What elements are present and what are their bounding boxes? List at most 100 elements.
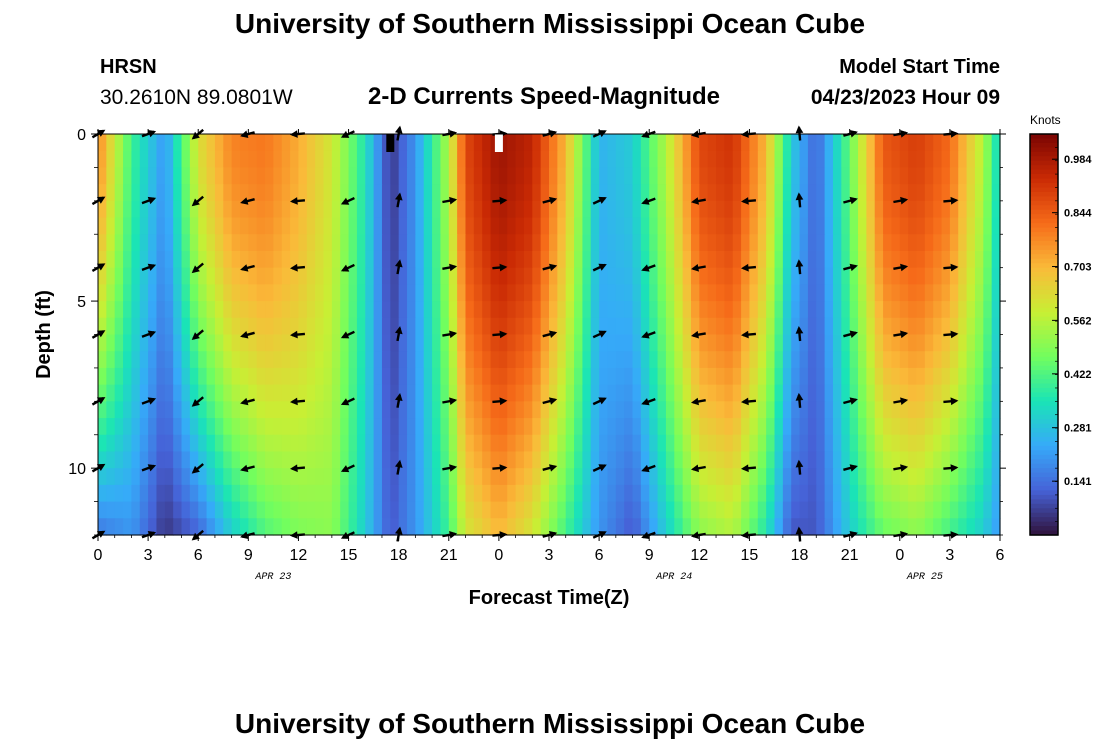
heatmap-cell <box>498 217 508 235</box>
heatmap-cell <box>757 134 767 152</box>
heatmap-cell <box>757 200 767 219</box>
heatmap-cell <box>432 384 442 402</box>
heatmap-cell <box>189 234 199 252</box>
heatmap-cell <box>782 484 792 503</box>
heatmap-cell <box>874 334 884 352</box>
heatmap-cell <box>599 134 609 152</box>
heatmap-cell <box>799 468 809 486</box>
heatmap-cell <box>724 367 734 386</box>
heatmap-cell <box>507 134 517 152</box>
heatmap-cell <box>883 484 893 503</box>
heatmap-cell <box>682 250 692 269</box>
heatmap-cell <box>824 468 834 486</box>
colorbar-band <box>1030 263 1058 269</box>
heatmap-cell <box>123 518 133 536</box>
heatmap-cell <box>640 234 650 252</box>
heatmap-cell <box>440 351 450 369</box>
heatmap-cell <box>741 334 751 352</box>
heatmap-cell <box>832 200 842 219</box>
heatmap-cell <box>423 384 433 402</box>
heatmap-cell <box>590 484 600 503</box>
heatmap-cell <box>373 434 383 453</box>
heatmap-cell <box>574 200 584 219</box>
heatmap-cell <box>791 267 801 285</box>
heatmap-cell <box>223 167 233 185</box>
heatmap-cell <box>690 284 700 302</box>
current-arrow <box>691 197 706 205</box>
heatmap-cell <box>607 250 617 269</box>
heatmap-cell <box>741 184 751 202</box>
heatmap-cell <box>874 301 884 319</box>
heatmap-cell <box>248 451 258 469</box>
heatmap-cell <box>448 134 458 152</box>
heatmap-cell <box>832 167 842 185</box>
heatmap-cell <box>899 217 909 235</box>
heatmap-cell <box>298 317 308 336</box>
heatmap-cell <box>841 401 851 419</box>
heatmap-cell <box>574 317 584 336</box>
heatmap-cell <box>139 484 149 503</box>
heatmap-cell <box>281 250 291 269</box>
heatmap-cell <box>749 384 759 402</box>
heatmap-cell <box>173 250 183 269</box>
heatmap-cell <box>966 234 976 252</box>
colorbar-band <box>1030 343 1058 349</box>
heatmap-cell <box>766 284 776 302</box>
heatmap-cell <box>974 518 984 536</box>
heatmap-cell <box>799 301 809 319</box>
heatmap-cell <box>306 184 316 202</box>
heatmap-cell <box>306 317 316 336</box>
heatmap-cell <box>407 250 416 269</box>
heatmap-cell <box>281 317 291 336</box>
heatmap-cell <box>883 200 893 219</box>
heatmap-cell <box>933 134 943 152</box>
heatmap-cell <box>657 434 667 453</box>
heatmap-cell <box>983 217 993 235</box>
heatmap-cell <box>716 184 725 202</box>
heatmap-cell <box>139 451 149 469</box>
heatmap-cell <box>432 367 442 386</box>
heatmap-cell <box>515 334 525 352</box>
heatmap-cell <box>281 418 291 436</box>
heatmap-cell <box>899 367 909 386</box>
heatmap-cell <box>198 250 208 269</box>
heatmap-cell <box>841 250 851 269</box>
heatmap-cell <box>148 284 158 302</box>
heatmap-cell <box>874 217 884 235</box>
heatmap-cell <box>214 284 224 302</box>
current-arrow-head <box>795 259 804 267</box>
heatmap-cell <box>974 367 984 386</box>
heatmap-cell <box>523 234 533 252</box>
heatmap-cell <box>156 367 166 386</box>
missing-data-markers <box>386 134 503 152</box>
heatmap-cell <box>331 334 341 352</box>
heatmap-cell <box>774 200 784 219</box>
colorbar-band <box>1030 468 1058 474</box>
heatmap-cell <box>407 301 416 319</box>
heatmap-cell <box>674 200 684 219</box>
heatmap-cell <box>557 367 567 386</box>
heatmap-cell <box>239 150 249 169</box>
current-arrow <box>795 259 804 275</box>
heatmap-cell <box>123 301 133 319</box>
heatmap-cell <box>298 501 308 519</box>
x-tick-label: 21 <box>841 547 859 564</box>
heatmap-cell <box>899 484 909 503</box>
heatmap-cell <box>724 451 734 469</box>
heatmap-cell <box>407 134 416 152</box>
colorbar-band <box>1030 289 1058 295</box>
heatmap-cell <box>674 334 684 352</box>
heatmap-cell <box>206 351 216 369</box>
heatmap-cell <box>198 334 208 352</box>
heatmap-cell <box>816 184 826 202</box>
heatmap-cell <box>858 184 867 202</box>
heatmap-cell <box>398 367 408 386</box>
heatmap-cell <box>440 217 450 235</box>
heatmap-cell <box>248 468 258 486</box>
heatmap-cell <box>256 150 266 169</box>
heatmap-cell <box>239 367 249 386</box>
heatmap-cell <box>123 167 133 185</box>
heatmap-cell <box>640 434 650 453</box>
heatmap-cell <box>841 334 851 352</box>
heatmap-cell <box>265 167 274 185</box>
